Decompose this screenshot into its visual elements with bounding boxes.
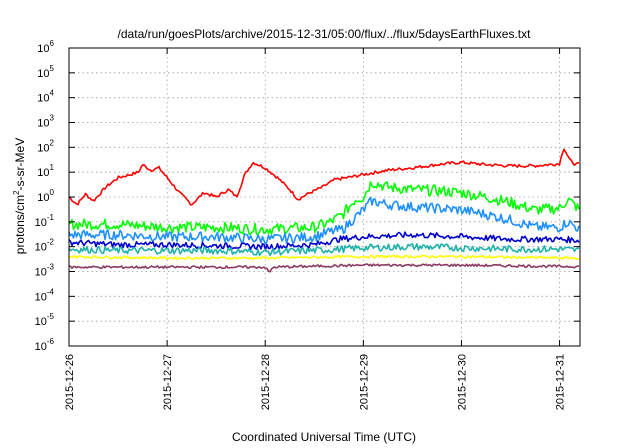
y-tick-label: 10-1 [35, 213, 55, 229]
y-tick-label: 105 [37, 64, 54, 80]
y-tick-label: 10-2 [35, 238, 55, 254]
series-line-2 [68, 181, 580, 236]
y-tick-label: 10-6 [35, 337, 55, 353]
x-tick-label: 2015-12-31 [555, 354, 567, 410]
y-axis-ticks: 10-6 10-5 10-4 10-3 10-2 10-1 100 101 102 103 104 1… [35, 39, 580, 353]
x-tick-label: 2015-12-28 [260, 354, 272, 410]
y-tick-label: 100 [37, 188, 54, 204]
x-axis-label: Coordinated Universal Time (UTC) [232, 430, 416, 444]
series-line-6 [68, 254, 580, 260]
x-axis-ticks: 2015-12-26 2015-12-27 2015-12-28 2015-12-29… [64, 48, 567, 410]
y-axis-label-sup: 2 [12, 190, 21, 195]
x-tick-label: 2015-12-27 [162, 354, 174, 410]
chart-title: /data/run/goesPlots/archive/2015-12-31/0… [118, 27, 532, 41]
y-tick-label: 104 [37, 89, 54, 105]
x-tick-label: 2015-12-30 [456, 354, 468, 410]
y-tick-label: 10-3 [35, 263, 55, 279]
y-tick-label: 10-5 [35, 312, 55, 328]
x-tick-label: 2015-12-26 [64, 354, 76, 410]
y-tick-label: 103 [37, 114, 54, 130]
series-line-1 [68, 148, 580, 206]
series-line-5 [68, 243, 580, 257]
x-tick-label: 2015-12-29 [358, 354, 370, 410]
series-line-4 [68, 231, 580, 251]
series-line-3 [68, 196, 580, 245]
data-series [68, 148, 580, 273]
y-axis-label: protons/cm2-s-sr-MeV [12, 138, 27, 254]
y-tick-label: 101 [37, 163, 54, 179]
grid-lines [69, 48, 580, 346]
y-axis-label-pre: protons/cm [13, 195, 27, 254]
y-tick-label: 10-4 [35, 287, 55, 303]
series-line-7 [68, 263, 580, 273]
y-tick-label: 106 [37, 39, 54, 55]
y-axis-label-post: -s-sr-MeV [13, 138, 27, 191]
y-tick-label: 102 [37, 138, 54, 154]
